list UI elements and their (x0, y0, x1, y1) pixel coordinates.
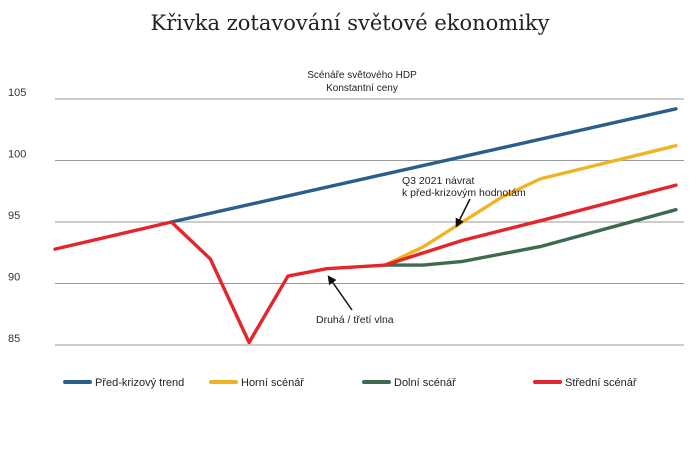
annotation-arrow-2 (327, 275, 353, 311)
annotation-arrow-1 (455, 198, 471, 228)
annotation-q3-2021: Q3 2021 návrat k před-krizovým hodnotám (402, 175, 526, 199)
series-lines (53, 107, 678, 345)
chart-subtitle-line-1: Scénáře světového HDP (307, 70, 417, 81)
y-tick-label-100: 100 (8, 149, 26, 161)
grid (55, 98, 684, 346)
series-line-1 (169, 107, 678, 224)
legend-label-1: Před-krizový trend (95, 377, 184, 389)
y-tick-label-85: 85 (8, 333, 20, 345)
series-line-4 (53, 183, 678, 345)
legend: Před-krizový trend Horní scénář Dolní scén… (63, 377, 637, 389)
annotation-second-wave: Druhá / třetí vlna (316, 314, 394, 326)
y-tick-label-105: 105 (8, 87, 26, 99)
y-axis-ticks: 85 90 95 100 105 (8, 87, 26, 345)
annotations: Q3 2021 návrat k před-krizovým hodnotám Dr… (316, 175, 526, 326)
annotation-q3-2021-line-1: Q3 2021 návrat (402, 175, 474, 187)
legend-label-3: Dolní scénář (394, 377, 456, 389)
y-tick-label-90: 90 (8, 272, 20, 284)
series-line-2 (383, 144, 678, 267)
y-tick-label-95: 95 (8, 210, 20, 222)
chart-title: Křivka zotavování světové ekonomiky (151, 11, 550, 35)
series-line-3 (383, 208, 678, 267)
legend-label-2: Horní scénář (241, 377, 304, 389)
legend-label-4: Střední scénář (565, 377, 637, 389)
chart-subtitle-line-2: Konstantní ceny (326, 83, 398, 94)
annotation-q3-2021-line-2: k před-krizovým hodnotám (402, 187, 526, 199)
